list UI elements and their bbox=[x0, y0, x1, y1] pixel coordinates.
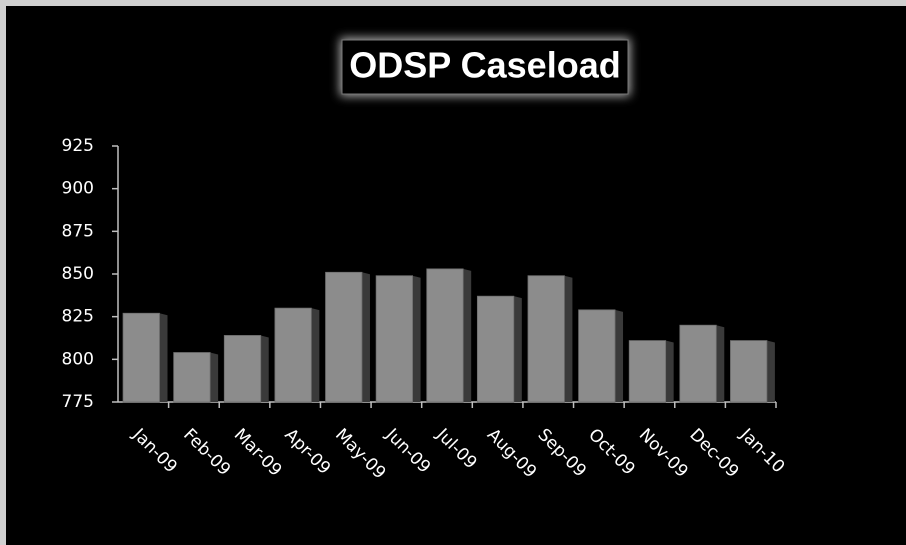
bar bbox=[223, 335, 262, 403]
bar-shadow bbox=[311, 308, 320, 402]
y-tick-label: 800 bbox=[62, 349, 94, 369]
bar-shadow bbox=[716, 325, 725, 402]
bar bbox=[679, 324, 717, 403]
bar-shadow bbox=[766, 340, 775, 402]
bar bbox=[527, 275, 565, 403]
y-tick-label: 900 bbox=[62, 179, 94, 199]
bar bbox=[274, 307, 312, 403]
bar-shadow bbox=[159, 313, 168, 402]
bar bbox=[628, 340, 667, 403]
title-box bbox=[341, 39, 629, 95]
bar bbox=[426, 268, 464, 403]
bar-shadow bbox=[665, 340, 674, 402]
bar-shadow bbox=[564, 275, 573, 402]
y-tick-label: 825 bbox=[62, 307, 94, 327]
bar bbox=[476, 295, 515, 403]
bar bbox=[325, 271, 363, 403]
bar-shadow bbox=[361, 272, 370, 402]
bar-shadow bbox=[260, 335, 269, 402]
y-tick-label: 875 bbox=[62, 221, 94, 241]
bar-shadow bbox=[210, 352, 219, 402]
bar bbox=[173, 352, 211, 403]
bar-shadow bbox=[615, 309, 624, 402]
chart-title: ODSP Caseload bbox=[349, 45, 620, 86]
bar bbox=[375, 275, 413, 403]
bar bbox=[122, 312, 160, 403]
y-tick-label: 925 bbox=[62, 136, 94, 156]
bar bbox=[730, 340, 768, 403]
bar bbox=[578, 309, 616, 403]
bar-shadow bbox=[513, 296, 522, 402]
bar-shadow bbox=[463, 268, 472, 402]
y-tick-label: 775 bbox=[62, 392, 94, 412]
bar-shadow bbox=[412, 275, 421, 402]
y-tick-label: 850 bbox=[62, 264, 94, 284]
